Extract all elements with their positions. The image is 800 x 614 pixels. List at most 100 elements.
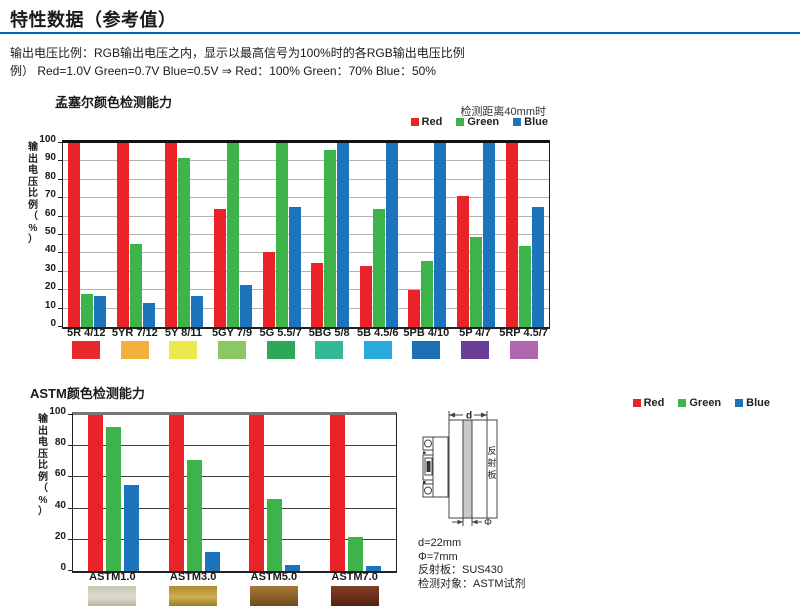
legend: Red Green Blue	[397, 116, 548, 128]
page-title: 特性数据（参考值）	[10, 10, 177, 30]
category-color-swatches	[62, 341, 548, 359]
bar-group	[355, 143, 404, 327]
gridline	[73, 538, 396, 540]
category-color-swatches	[72, 586, 395, 606]
y-axis-tick-label: 80	[54, 437, 66, 449]
y-axis-tickmark	[68, 570, 73, 571]
legend: Red Green Blue	[619, 397, 770, 409]
bar-group	[154, 415, 235, 571]
y-axis-label-char: 比	[38, 460, 48, 471]
bar-green	[275, 143, 288, 327]
swatch-cell	[111, 341, 160, 359]
y-axis-tickmark	[68, 507, 73, 509]
swatch-cell	[499, 341, 548, 359]
legend-label: Red	[643, 397, 665, 409]
legend-label: Green	[467, 116, 500, 128]
bar-blue	[385, 143, 398, 327]
bar-groups	[73, 415, 396, 571]
legend-swatch-icon	[456, 118, 465, 126]
bar-blue	[142, 303, 155, 327]
y-axis-label-char: 电	[28, 165, 38, 176]
gridline	[63, 270, 549, 272]
bar-blue	[288, 207, 301, 327]
gridline	[63, 178, 549, 180]
bar-green	[421, 260, 434, 327]
gridline	[63, 252, 549, 254]
legend-item: Red	[632, 397, 665, 409]
bar-red	[165, 143, 178, 327]
x-axis-label: 5Y 8/11	[164, 327, 202, 339]
bar-group	[112, 143, 161, 327]
bar-red	[249, 415, 265, 571]
svg-text:板: 板	[487, 469, 496, 480]
plot-area	[58, 140, 550, 329]
reflector-label: 反 射 板	[487, 446, 496, 480]
bar-red	[168, 415, 184, 571]
y-axis-ticks: 0 10 20 30 40 50 60 70 80 90 100	[34, 134, 58, 329]
diagram-note: d=22mm	[418, 537, 462, 549]
y-axis-tick-label: 60	[54, 468, 66, 480]
dimension-d-label: d	[466, 411, 472, 422]
gridline	[63, 289, 549, 291]
x-axis-label: ASTM5.0	[250, 571, 298, 583]
x-axis-label: 5B 4.5/6	[356, 327, 399, 339]
y-axis-label-char: 压	[28, 176, 38, 188]
intro-line-1: 输出电压比例：RGB输出电压之内，显示以最高信号为100%时的各RGB输出电压比…	[10, 46, 465, 60]
y-axis-tick-label: 90	[44, 152, 56, 164]
sensor-mark	[423, 451, 426, 454]
arrow-right-icon	[481, 412, 487, 418]
color-swatch	[412, 341, 441, 359]
x-axis-label: 5GY 7/9	[211, 327, 253, 339]
bar-blue	[285, 564, 301, 571]
arrow-left-icon	[449, 412, 455, 418]
y-axis-ticks: 0 20 40 60 80 100	[44, 406, 68, 573]
y-axis-tickmark	[68, 538, 73, 540]
bar-red	[116, 143, 129, 327]
bar-group	[160, 143, 209, 327]
legend-swatch-icon	[678, 399, 687, 407]
bar-red	[68, 143, 81, 327]
sensor-lens-icon	[426, 461, 431, 472]
swatch-cell	[153, 586, 234, 606]
legend-item: Blue	[513, 116, 548, 128]
legend-item: Red	[410, 116, 443, 128]
swatch-cell	[451, 341, 500, 359]
bar-group	[500, 143, 549, 327]
bar-blue	[191, 295, 204, 327]
legend-swatch-icon	[735, 399, 744, 407]
x-axis-label: 5R 4/12	[67, 327, 106, 339]
arrow-right-icon	[457, 519, 463, 525]
swatch-cell	[256, 341, 305, 359]
y-axis-label-char: 输	[28, 142, 38, 153]
bar-red	[505, 143, 518, 327]
bar-group	[452, 143, 501, 327]
y-axis-tickmark	[58, 289, 63, 291]
y-axis-tick-label: 40	[54, 499, 66, 511]
y-axis-label-char: %	[38, 494, 48, 506]
bar-group	[73, 415, 154, 571]
svg-text:反: 反	[487, 446, 496, 456]
astm-chart: Red Green Blue 输出电压比例（%） 0 20 40 60 80 100 ASTM…	[0, 396, 800, 614]
y-axis-tickmark	[58, 252, 63, 254]
y-axis-tickmark	[58, 307, 63, 309]
swatch-cell	[234, 586, 315, 606]
arrow-left-icon	[472, 519, 478, 525]
y-axis-tick-label: 100	[39, 134, 56, 145]
y-axis-tick-label: 20	[54, 530, 66, 542]
bar-group	[209, 143, 258, 327]
color-swatch	[72, 341, 101, 359]
swatch-cell	[62, 341, 111, 359]
y-axis-tickmark	[68, 414, 73, 415]
bar-green	[178, 157, 191, 327]
legend-label: Red	[421, 116, 443, 128]
gridline	[63, 215, 549, 217]
gridline	[73, 445, 396, 447]
y-axis-label-char: 例	[38, 471, 48, 483]
y-axis-label-char: （	[28, 211, 38, 222]
bar-green	[227, 143, 240, 327]
mounting-hole-icon	[424, 486, 432, 495]
sensor-mark	[423, 481, 426, 484]
x-axis-labels: ASTM1.0 ASTM3.0 ASTM5.0 ASTM7.0	[72, 571, 395, 583]
color-swatch	[120, 341, 149, 359]
y-axis-tickmark	[58, 160, 63, 162]
